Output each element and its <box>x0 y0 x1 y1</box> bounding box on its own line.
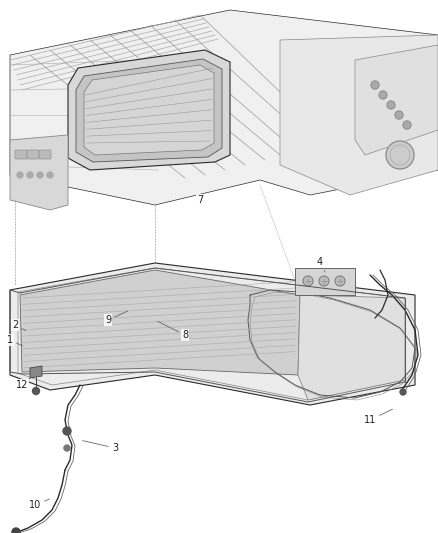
Circle shape <box>63 427 71 435</box>
Polygon shape <box>280 35 438 195</box>
Polygon shape <box>30 366 42 378</box>
Polygon shape <box>20 270 300 375</box>
Text: 10: 10 <box>29 499 49 510</box>
Text: 7: 7 <box>197 195 203 205</box>
Circle shape <box>37 172 43 178</box>
Polygon shape <box>76 59 222 162</box>
FancyBboxPatch shape <box>27 150 39 159</box>
Circle shape <box>27 172 33 178</box>
Circle shape <box>303 276 313 286</box>
Polygon shape <box>10 135 68 210</box>
Text: 2: 2 <box>12 320 25 330</box>
Text: 3: 3 <box>83 441 118 453</box>
FancyBboxPatch shape <box>15 150 27 159</box>
Circle shape <box>47 172 53 178</box>
Circle shape <box>12 528 20 533</box>
FancyBboxPatch shape <box>39 150 51 159</box>
Polygon shape <box>68 50 230 170</box>
Circle shape <box>335 276 345 286</box>
Circle shape <box>387 101 395 109</box>
Circle shape <box>371 81 379 89</box>
Text: 8: 8 <box>158 321 188 340</box>
Polygon shape <box>84 65 214 155</box>
Circle shape <box>400 389 406 395</box>
Circle shape <box>17 172 23 178</box>
Circle shape <box>379 91 387 99</box>
Circle shape <box>403 121 411 129</box>
Text: 4: 4 <box>317 257 325 272</box>
Polygon shape <box>355 45 438 155</box>
Polygon shape <box>295 268 355 295</box>
Circle shape <box>319 276 329 286</box>
Circle shape <box>395 111 403 119</box>
Polygon shape <box>298 295 405 400</box>
Text: 1: 1 <box>7 335 22 346</box>
Text: 11: 11 <box>364 409 392 425</box>
Polygon shape <box>10 263 415 405</box>
Text: 12: 12 <box>16 378 30 390</box>
Circle shape <box>64 445 70 451</box>
Polygon shape <box>10 10 438 205</box>
Circle shape <box>32 387 39 394</box>
Circle shape <box>386 141 414 169</box>
Text: 9: 9 <box>105 311 127 325</box>
